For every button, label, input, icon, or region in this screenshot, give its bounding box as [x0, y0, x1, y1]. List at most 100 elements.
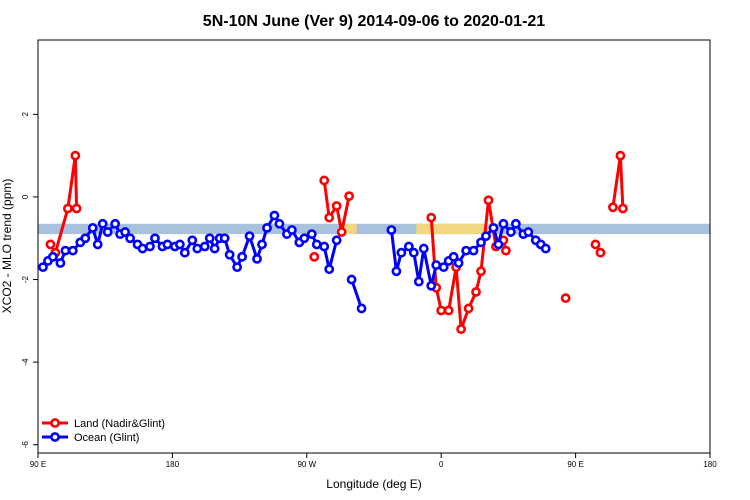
reference-band-rect [38, 223, 710, 235]
data-point [436, 305, 447, 316]
data-point [179, 247, 190, 258]
legend-swatch-marker [50, 418, 60, 428]
data-point [448, 251, 459, 262]
data-point [443, 305, 454, 316]
legend-swatch-marker [50, 432, 60, 442]
data-point [257, 239, 267, 250]
data-point [510, 218, 521, 229]
legend: Land (Nadir&Glint) Ocean (Glint) [42, 418, 165, 444]
data-point [219, 233, 230, 244]
data-point [102, 227, 113, 237]
x-tick-label: 90 E [567, 460, 583, 469]
land-band-patch [416, 223, 496, 235]
data-point [403, 241, 414, 252]
data-point [468, 245, 479, 256]
series-line [49, 154, 79, 255]
chart-title: 5N-10N June (Ver 9) 2014-09-06 to 2020-0… [203, 13, 546, 30]
data-point [55, 258, 66, 268]
data-point [476, 237, 486, 248]
data-point [386, 225, 397, 235]
data-point [80, 233, 91, 244]
data-point [125, 233, 135, 244]
data-point [70, 150, 81, 161]
data-point [493, 239, 504, 250]
data-point [199, 241, 210, 252]
data-point [137, 243, 148, 254]
y-tick-label: -2 [21, 275, 30, 283]
data-point [523, 227, 534, 237]
data-point [187, 235, 198, 246]
data-point [87, 223, 98, 233]
data-point [232, 262, 243, 273]
x-tick-label: 0 [439, 460, 444, 469]
data-point [590, 239, 601, 250]
data-point [150, 233, 160, 244]
data-point [331, 235, 342, 246]
data-point [48, 251, 58, 262]
data-point [120, 227, 131, 237]
data-point [476, 266, 486, 277]
data-point [336, 227, 347, 237]
data-point [331, 201, 342, 211]
data-point [244, 231, 255, 242]
data-point [309, 251, 320, 262]
data-point [595, 247, 606, 258]
series-0 [45, 150, 628, 334]
data-point [396, 247, 407, 258]
data-point [413, 276, 424, 287]
data-point [209, 243, 220, 254]
data-point [346, 274, 357, 285]
data-point [438, 262, 449, 273]
x-axis-label: Longitude (deg E) [326, 477, 421, 491]
data-point [110, 218, 121, 229]
data-point [67, 245, 78, 256]
y-tick-label: -6 [21, 441, 30, 449]
data-point [204, 233, 215, 244]
data-point [608, 202, 618, 213]
data-point [617, 203, 628, 214]
data-point [224, 249, 235, 260]
data-point [162, 239, 173, 250]
data-point [252, 253, 262, 264]
data-point [60, 245, 71, 256]
data-point [481, 231, 491, 242]
data-point [97, 218, 108, 229]
legend-label: Ocean (Glint) [74, 432, 139, 444]
y-tick-label: -4 [21, 358, 30, 366]
y-tick-label: 2 [21, 112, 30, 117]
data-point [461, 245, 471, 256]
data-point [426, 280, 437, 291]
data-point [92, 239, 103, 250]
data-point [324, 264, 335, 275]
data-point [319, 175, 330, 186]
data-point [299, 233, 310, 244]
y-tick-label: 0 [21, 194, 30, 199]
series-layer [38, 150, 628, 334]
data-point [174, 239, 185, 250]
data-point [38, 262, 48, 273]
data-point [269, 210, 280, 221]
land-band-patch [339, 223, 357, 235]
data-point [71, 203, 82, 214]
y-axis-label: XCO2 - MLO trend (ppm) [0, 179, 14, 314]
x-tick-label: 90 E [30, 460, 46, 469]
data-point [501, 245, 511, 256]
data-point [498, 218, 509, 229]
x-tick-label: 180 [703, 460, 717, 469]
series-line [611, 154, 625, 209]
data-point [456, 324, 467, 334]
data-point [274, 218, 285, 229]
data-point [505, 227, 516, 237]
data-point [62, 203, 73, 214]
reference-band [38, 223, 710, 235]
data-point [344, 191, 355, 202]
data-point [463, 303, 474, 314]
data-point [560, 293, 571, 304]
data-point [488, 223, 499, 233]
x-tick-label: 180 [166, 460, 180, 469]
data-point [615, 150, 626, 161]
data-point [453, 258, 464, 268]
data-point [286, 225, 297, 235]
data-point [262, 223, 272, 233]
